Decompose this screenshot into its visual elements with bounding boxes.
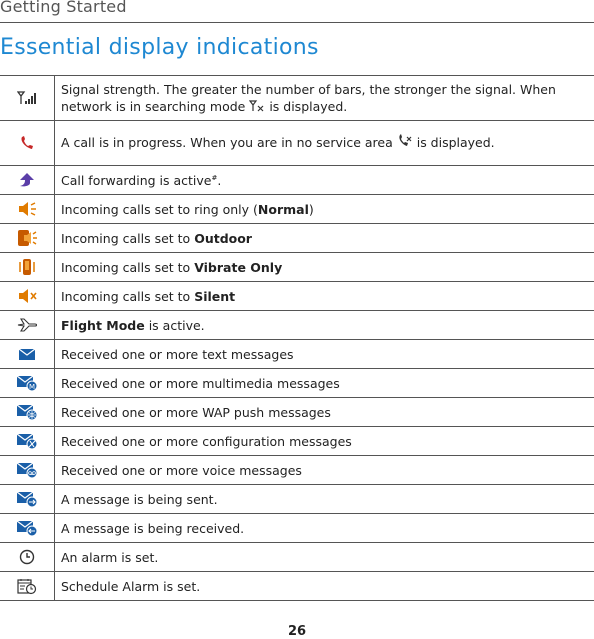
searching-mode-icon: [249, 99, 265, 116]
table-row: Incoming calls set to Silent: [0, 281, 594, 311]
indications-table: Signal strength. The greater the number …: [0, 75, 594, 601]
row-description: A call is in progress. When you are in n…: [54, 120, 594, 166]
section-header: Getting Started: [0, 0, 127, 16]
no-service-icon: [397, 134, 413, 152]
row-description: Incoming calls set to Outdoor: [54, 223, 594, 253]
table-row: Call forwarding is active#.: [0, 165, 594, 195]
multimedia-message-icon: M: [0, 368, 55, 398]
table-row: Incoming calls set to Vibrate Only: [0, 252, 594, 282]
row-description: Incoming calls set to ring only (Normal): [54, 194, 594, 224]
row-description: Received one or more WAP push messages: [54, 397, 594, 427]
table-row: A call is in progress. When you are in n…: [0, 120, 594, 166]
table-row: Received one or more text messages: [0, 339, 594, 369]
row-description: A message is being sent.: [54, 484, 594, 514]
page-title: Essential display indications: [0, 35, 319, 60]
table-row: Schedule Alarm is set.: [0, 571, 594, 601]
message-sending-icon: [0, 484, 55, 514]
row-description: Received one or more configuration messa…: [54, 426, 594, 456]
table-row: A message is being received.: [0, 513, 594, 543]
row-description: Schedule Alarm is set.: [54, 571, 594, 601]
header-divider: [0, 22, 594, 23]
schedule-alarm-icon: [0, 571, 55, 601]
text-message-icon: [0, 339, 55, 369]
table-row: M Received one or more multimedia messag…: [0, 368, 594, 398]
configuration-message-icon: [0, 426, 55, 456]
ring-only-icon: [0, 194, 55, 224]
wap-push-message-icon: [0, 397, 55, 427]
row-description: Flight Mode is active.: [54, 310, 594, 340]
signal-strength-icon: [0, 75, 55, 121]
table-row: Received one or more WAP push messages: [0, 397, 594, 427]
row-description: Received one or more multimedia messages: [54, 368, 594, 398]
row-description: Incoming calls set to Silent: [54, 281, 594, 311]
row-description: Received one or more voice messages: [54, 455, 594, 485]
table-row: Incoming calls set to ring only (Normal): [0, 194, 594, 224]
page-number: 26: [287, 624, 307, 639]
call-forwarding-icon: [0, 165, 55, 195]
alarm-icon: [0, 542, 55, 572]
svg-text:M: M: [29, 383, 35, 391]
row-description: An alarm is set.: [54, 542, 594, 572]
table-row: Received one or more configuration messa…: [0, 426, 594, 456]
row-description: Signal strength. The greater the number …: [54, 75, 594, 121]
table-row: An alarm is set.: [0, 542, 594, 572]
row-description: Call forwarding is active#.: [54, 165, 594, 195]
row-description: A message is being received.: [54, 513, 594, 543]
table-row: Signal strength. The greater the number …: [0, 75, 594, 121]
table-row: A message is being sent.: [0, 484, 594, 514]
voice-message-icon: [0, 455, 55, 485]
row-description: Received one or more text messages: [54, 339, 594, 369]
silent-icon: [0, 281, 55, 311]
row-description: Incoming calls set to Vibrate Only: [54, 252, 594, 282]
table-row: Flight Mode is active.: [0, 310, 594, 340]
call-in-progress-icon: [0, 120, 55, 166]
message-receiving-icon: [0, 513, 55, 543]
table-row: Received one or more voice messages: [0, 455, 594, 485]
outdoor-icon: [0, 223, 55, 253]
vibrate-only-icon: [0, 252, 55, 282]
table-row: Incoming calls set to Outdoor: [0, 223, 594, 253]
flight-mode-icon: [0, 310, 55, 340]
